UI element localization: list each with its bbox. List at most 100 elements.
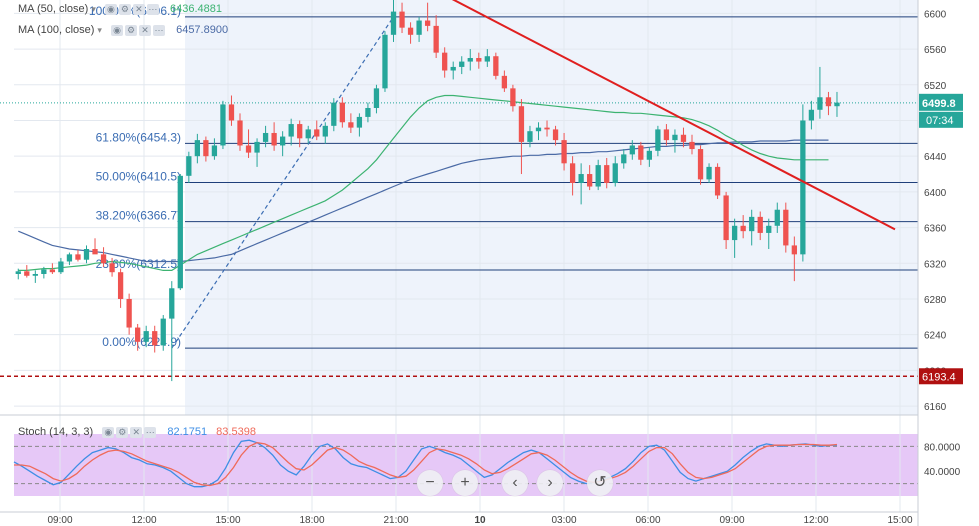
candle-body xyxy=(228,104,235,121)
legend-ma100-value: 6457.8900 xyxy=(176,24,229,36)
candle-body xyxy=(433,25,439,53)
zoom-in-button[interactable]: + xyxy=(452,470,478,496)
candle-body xyxy=(15,271,21,274)
candle-body xyxy=(49,269,56,273)
y-tick-label: 6280 xyxy=(924,295,947,306)
legend-stoch[interactable]: Stoch (14, 3, 3) ◉ ⚙ ✕ ⋯ 82.1751 83.5398 xyxy=(18,426,256,439)
candle-body xyxy=(177,175,183,289)
candle-body xyxy=(706,166,712,180)
candle-body xyxy=(604,165,610,183)
fib-level-label: 0.00%(6224.9) xyxy=(102,335,181,349)
y-tick-label: 6560 xyxy=(924,45,947,56)
more-icon: ⋯ xyxy=(153,25,166,37)
more-icon: ⋯ xyxy=(144,427,157,439)
candle-body xyxy=(169,288,175,319)
legend-stoch-label: Stoch (14, 3, 3) xyxy=(18,426,94,438)
legend-ma100[interactable]: MA (100, close) ▾ ◉ ⚙ ✕ ⋯ 6457.8900 xyxy=(18,24,229,37)
legend-ma50[interactable]: MA (50, close) ▾ ◉ ⚙ ✕ ⋯ 6436.4881 xyxy=(18,3,222,16)
legend-tools[interactable]: ◉ ⚙ ✕ ⋯ xyxy=(104,3,161,16)
candle-body xyxy=(791,245,797,255)
x-tick-label: 15:00 xyxy=(887,515,912,526)
candle-body xyxy=(663,129,670,141)
fib-level-label: 61.80%(6454.3) xyxy=(96,130,181,144)
candle-body xyxy=(92,249,98,255)
candle-body xyxy=(783,209,789,246)
candle-body xyxy=(450,66,456,71)
legend-tools[interactable]: ◉ ⚙ ✕ ⋯ xyxy=(102,426,158,439)
trendline[interactable] xyxy=(418,0,896,231)
candle-body xyxy=(237,120,243,146)
candle-body xyxy=(655,129,661,151)
stoch-y-tick-label: 80.0000 xyxy=(924,442,961,453)
candle-body xyxy=(638,145,644,160)
scroll-left-button[interactable]: ‹ xyxy=(502,470,528,496)
candle-body xyxy=(339,102,345,123)
eye-icon: ◉ xyxy=(102,427,115,439)
candle-body xyxy=(510,88,516,107)
candle-body xyxy=(399,11,405,28)
candle-body xyxy=(518,106,525,142)
y-tick-label: 6320 xyxy=(924,259,947,270)
x-tick-label: 21:00 xyxy=(383,515,408,526)
candle-body xyxy=(697,149,704,180)
close-icon: ✕ xyxy=(130,427,143,439)
chevron-down-icon[interactable]: ▾ xyxy=(97,25,102,35)
ma50-line xyxy=(18,94,829,271)
candle-body xyxy=(527,131,533,142)
candle-body xyxy=(476,58,482,62)
candle-body xyxy=(288,124,294,137)
candle-body xyxy=(58,261,64,273)
candle-body xyxy=(297,124,303,139)
settings-icon: ⚙ xyxy=(118,4,131,16)
candle-body xyxy=(612,163,618,183)
stoch-d-line xyxy=(14,442,838,487)
candle-body xyxy=(262,132,269,142)
legend-tools[interactable]: ◉ ⚙ ✕ ⋯ xyxy=(111,24,167,37)
candle-body xyxy=(271,132,277,146)
candle-body xyxy=(493,56,499,76)
candle-body xyxy=(100,254,107,264)
downtrend-line xyxy=(451,0,896,231)
candle-body xyxy=(578,174,584,183)
close-icon: ✕ xyxy=(132,4,145,16)
candle-body xyxy=(254,141,260,153)
candle-body xyxy=(629,145,635,155)
zoom-out-button[interactable]: − xyxy=(417,470,443,496)
candle-body xyxy=(41,269,47,274)
candle-body xyxy=(143,331,149,342)
candle-body xyxy=(680,134,687,142)
candle-body xyxy=(587,174,593,187)
candle-body xyxy=(621,154,627,164)
candle-body xyxy=(800,120,806,255)
candle-body xyxy=(75,254,81,260)
candle-body xyxy=(211,145,218,157)
y-tick-label: 6440 xyxy=(924,152,947,163)
candle-body xyxy=(373,88,380,108)
candle-body xyxy=(774,209,780,226)
candle-body xyxy=(484,56,490,62)
fib-level-label: 38.20%(6366.7) xyxy=(96,209,181,223)
candle-body xyxy=(382,34,388,89)
y-tick-label: 6360 xyxy=(924,224,947,235)
candle-body xyxy=(569,163,576,183)
legend-stoch-k: 82.1751 xyxy=(167,426,208,438)
x-tick-label: 12:00 xyxy=(803,515,828,526)
chevron-down-icon[interactable]: ▾ xyxy=(91,4,96,14)
x-tick-label: 06:00 xyxy=(635,515,660,526)
candle-body xyxy=(501,75,508,89)
fib-level-label: 23.60%(6312.5) xyxy=(96,257,181,271)
fibonacci-levels: 100.00%(6596.1)61.80%(6454.3)50.00%(6410… xyxy=(0,4,918,378)
candle-body xyxy=(749,216,755,232)
legend-stoch-d: 83.5398 xyxy=(216,426,256,438)
reset-chart-button[interactable]: ↺ xyxy=(587,470,613,496)
support-level-value: 6193.4 xyxy=(922,371,956,383)
x-tick-label: 09:00 xyxy=(719,515,744,526)
stoch-y-tick-label: 40.0000 xyxy=(924,467,961,478)
candle-body xyxy=(766,225,772,233)
candle-body xyxy=(24,271,30,276)
candle-body xyxy=(544,127,550,130)
candle-body xyxy=(331,102,337,126)
candle-body xyxy=(390,11,397,35)
scroll-right-button[interactable]: › xyxy=(537,470,563,496)
